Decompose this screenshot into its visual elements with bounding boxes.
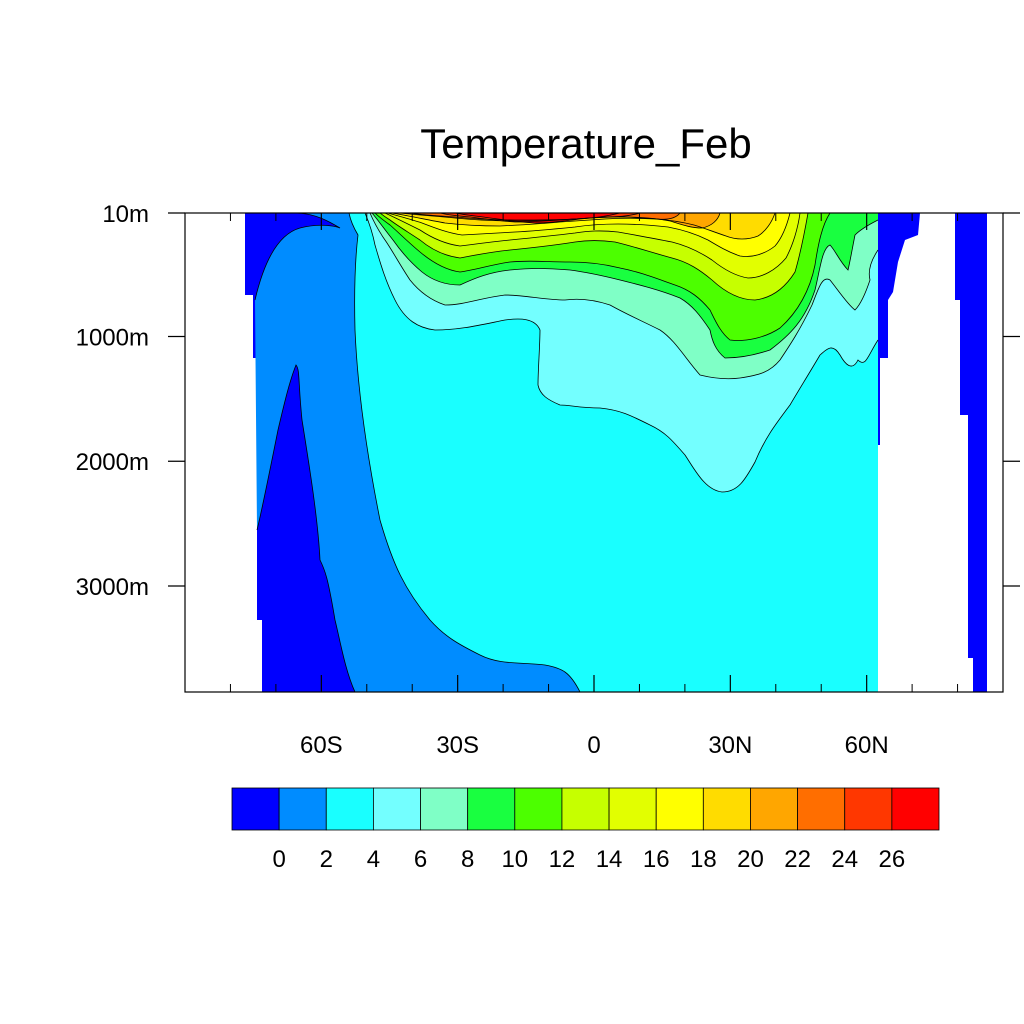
- colorbar-labels: 0 2 4 6 8 10 12 14 16 18 20 22 24 26: [272, 846, 905, 873]
- colorbar-swatch: [421, 788, 468, 830]
- x-axis-tick-labels: 60S 30S 0 30N 60N: [300, 732, 889, 759]
- colorbar-label: 0: [272, 846, 285, 873]
- colorbar-swatch: [326, 788, 373, 830]
- y-tick-label: 10m: [102, 201, 149, 228]
- x-tick-label: 30N: [708, 732, 752, 759]
- x-tick-label: 0: [587, 732, 600, 759]
- colorbar-label: 2: [320, 846, 333, 873]
- colorbar-swatch: [562, 788, 609, 830]
- y-tick-label: 1000m: [76, 324, 149, 351]
- colorbar-swatch: [515, 788, 562, 830]
- colorbar-swatch: [279, 788, 326, 830]
- y-tick-label: 2000m: [76, 449, 149, 476]
- y-tick-label: 3000m: [76, 574, 149, 601]
- colorbar-label: 18: [690, 846, 717, 873]
- colorbar-label: 6: [414, 846, 427, 873]
- colorbar-label: 26: [879, 846, 906, 873]
- colorbar-swatch: [798, 788, 845, 830]
- x-tick-label: 30S: [436, 732, 479, 759]
- colorbar-label: 12: [549, 846, 576, 873]
- x-tick-label: 60S: [300, 732, 343, 759]
- colorbar-swatch: [892, 788, 939, 830]
- colorbar-label: 16: [643, 846, 670, 873]
- colorbar-swatch: [750, 788, 797, 830]
- colorbar-label: 20: [737, 846, 764, 873]
- colorbar: [232, 788, 939, 830]
- colorbar-label: 24: [831, 846, 858, 873]
- colorbar-swatch: [232, 788, 279, 830]
- colorbar-swatch: [703, 788, 750, 830]
- colorbar-label: 10: [501, 846, 528, 873]
- colorbar-swatch: [468, 788, 515, 830]
- chart-title: Temperature_Feb: [420, 120, 752, 167]
- colorbar-label: 22: [784, 846, 811, 873]
- colorbar-swatch: [845, 788, 892, 830]
- x-tick-label: 60N: [845, 732, 889, 759]
- colorbar-label: 4: [367, 846, 380, 873]
- y-axis-tick-labels: 10m 1000m 2000m 3000m: [76, 201, 149, 601]
- colorbar-label: 8: [461, 846, 474, 873]
- colorbar-swatch: [373, 788, 420, 830]
- colorbar-swatch: [656, 788, 703, 830]
- colorbar-swatch: [609, 788, 656, 830]
- colorbar-label: 14: [596, 846, 623, 873]
- contour-field: [245, 213, 987, 692]
